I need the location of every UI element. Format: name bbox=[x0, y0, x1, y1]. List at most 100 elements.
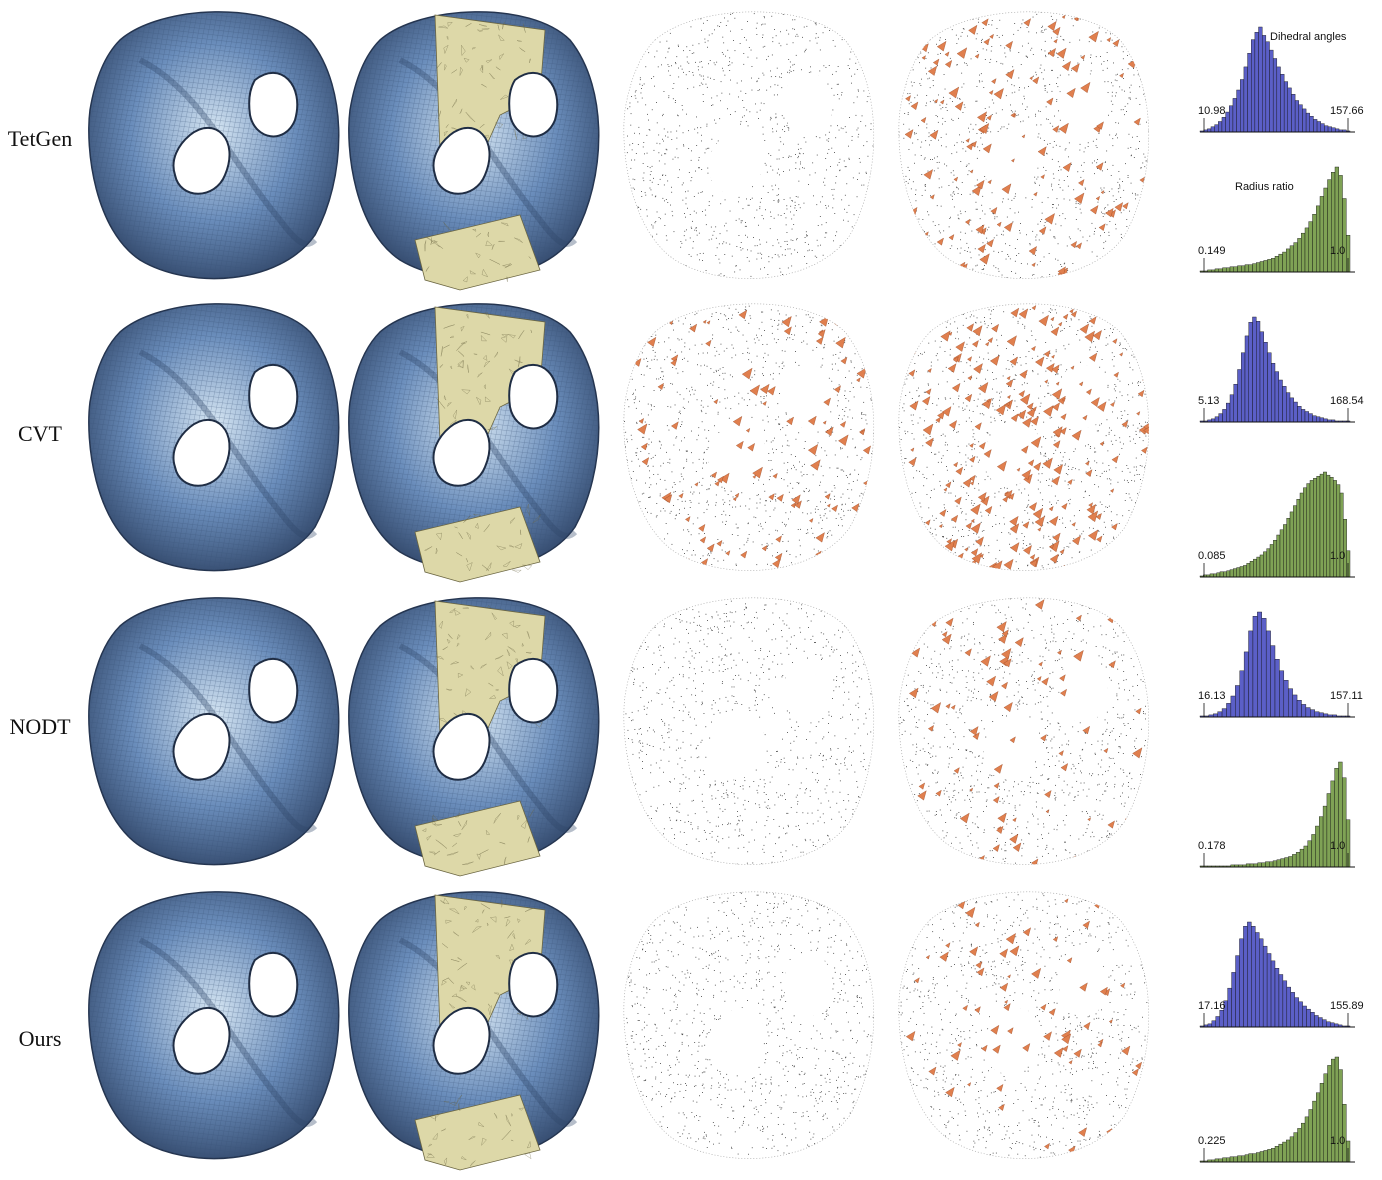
histogram-bar bbox=[1291, 992, 1295, 1027]
render-nodt-sliver-points-all bbox=[890, 586, 1160, 881]
histogram-bar bbox=[1313, 119, 1317, 132]
histogram-bar bbox=[1290, 398, 1294, 422]
histogram-bar bbox=[1332, 128, 1336, 132]
histogram-bar bbox=[1286, 393, 1290, 422]
histogram-bar bbox=[1277, 860, 1281, 867]
histogram-bar bbox=[1275, 1146, 1279, 1162]
histogram-bar bbox=[1226, 403, 1230, 422]
render-ours-sliver-points-all bbox=[890, 880, 1160, 1175]
histogram-bar bbox=[1238, 370, 1242, 423]
histogram-bar bbox=[1318, 1018, 1322, 1027]
histogram-bar bbox=[1300, 849, 1304, 867]
histogram-bar bbox=[1330, 1023, 1334, 1027]
histogram-bar bbox=[1307, 484, 1310, 577]
histogram-bar bbox=[1237, 90, 1241, 132]
render-tetgen-cutaway-mesh bbox=[340, 0, 610, 295]
histogram-bar bbox=[1294, 402, 1298, 422]
histogram-bar bbox=[1235, 686, 1239, 718]
histogram-bar bbox=[1253, 559, 1256, 577]
histogram-bar bbox=[1271, 646, 1275, 717]
histogram-bar bbox=[1279, 671, 1283, 717]
histogram-bar bbox=[1259, 27, 1263, 132]
histogram-bar bbox=[1222, 709, 1226, 717]
histogram-bar bbox=[1343, 1104, 1347, 1162]
histogram-bar bbox=[1319, 817, 1323, 867]
histogram-bar bbox=[1230, 267, 1234, 272]
histogram-bar bbox=[1300, 493, 1303, 577]
histogram-min-label: 10.98 bbox=[1198, 105, 1226, 117]
histogram-bar bbox=[1287, 518, 1290, 577]
render-cvt-surface-mesh bbox=[80, 292, 350, 587]
histogram-max-label: 155.89 bbox=[1330, 1000, 1364, 1012]
histogram-bar bbox=[1293, 695, 1297, 717]
histogram-bar bbox=[1337, 485, 1340, 577]
histogram-bar bbox=[1277, 535, 1280, 577]
histogram-bar bbox=[1229, 106, 1233, 132]
histogram-bar bbox=[1263, 552, 1266, 577]
histogram-bar bbox=[1260, 262, 1264, 273]
histogram-bar bbox=[1311, 1012, 1315, 1027]
histogram-bar bbox=[1217, 573, 1220, 577]
histogram-bar bbox=[1273, 59, 1277, 133]
histogram-bar bbox=[1301, 1123, 1305, 1162]
histogram-bar bbox=[1262, 863, 1266, 867]
histogram-bar bbox=[1249, 1154, 1253, 1162]
histogram-bar bbox=[1250, 561, 1253, 577]
histogram-bar bbox=[1230, 395, 1234, 422]
histogram-bar bbox=[1288, 857, 1292, 868]
histogram-bar bbox=[1264, 342, 1268, 422]
histogram-bar bbox=[1220, 1010, 1224, 1027]
histogram-bar bbox=[1257, 612, 1261, 717]
histogram-bar bbox=[1294, 243, 1298, 272]
histogram-min-label: 0.178 bbox=[1198, 840, 1226, 852]
histogram-bar bbox=[1303, 1006, 1307, 1027]
histogram-bar bbox=[1309, 1110, 1313, 1163]
histogram-bar bbox=[1249, 322, 1253, 422]
row-label-cvt: CVT bbox=[0, 421, 80, 447]
histogram-bar bbox=[1248, 53, 1252, 132]
histogram-max-label: 1.0 bbox=[1330, 245, 1345, 257]
histogram-bar bbox=[1215, 125, 1219, 132]
histogram-bar bbox=[1262, 35, 1266, 132]
histogram-bar bbox=[1331, 781, 1335, 867]
render-cvt-cutaway-mesh bbox=[340, 292, 610, 587]
histogram-bar bbox=[1230, 1157, 1234, 1162]
histogram-bar bbox=[1230, 570, 1233, 577]
histogram-bar bbox=[1292, 854, 1296, 867]
histogram-bar bbox=[1253, 1154, 1257, 1162]
histogram-min-label: 0.149 bbox=[1198, 245, 1226, 257]
histogram-bar bbox=[1319, 713, 1323, 717]
histogram-bar bbox=[1283, 386, 1287, 422]
histogram-bar bbox=[1316, 1093, 1320, 1162]
histogram-bar bbox=[1270, 544, 1273, 577]
histogram-bar bbox=[1279, 1144, 1283, 1162]
histogram-min-label: 16.13 bbox=[1198, 690, 1226, 702]
histogram-bar bbox=[1263, 946, 1267, 1027]
histogram-bar bbox=[1303, 488, 1306, 577]
histogram-bar bbox=[1226, 268, 1230, 272]
histogram-bar bbox=[1219, 414, 1223, 422]
histogram-bar bbox=[1309, 414, 1313, 422]
render-tetgen-sliver-points bbox=[615, 0, 885, 295]
histogram-bar bbox=[1271, 258, 1275, 272]
histogram-bar bbox=[1328, 127, 1332, 132]
histogram-bar bbox=[1295, 101, 1299, 133]
histogram-bar bbox=[1323, 472, 1326, 577]
histogram-bar bbox=[1226, 112, 1230, 132]
histogram-bar bbox=[1231, 696, 1235, 717]
histogram-bar bbox=[1310, 116, 1314, 132]
histogram-bar bbox=[1256, 1153, 1260, 1162]
histogram-bar bbox=[1241, 353, 1245, 422]
histogram-bar bbox=[1223, 268, 1227, 272]
histogram-bar bbox=[1277, 67, 1281, 132]
histogram-bar bbox=[1240, 671, 1244, 717]
histogram-bar bbox=[1260, 555, 1263, 577]
histogram-bar bbox=[1283, 252, 1287, 272]
histogram-bar bbox=[1320, 1083, 1324, 1162]
histogram-bar bbox=[1264, 1150, 1268, 1162]
